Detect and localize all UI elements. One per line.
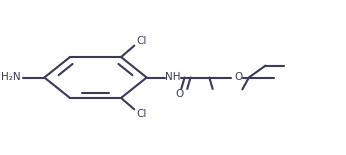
Text: O: O (175, 89, 184, 99)
Text: O: O (234, 73, 243, 82)
Text: H₂N: H₂N (1, 73, 20, 82)
Text: Cl: Cl (136, 109, 147, 119)
Text: NH: NH (165, 73, 181, 82)
Text: Cl: Cl (136, 36, 147, 46)
